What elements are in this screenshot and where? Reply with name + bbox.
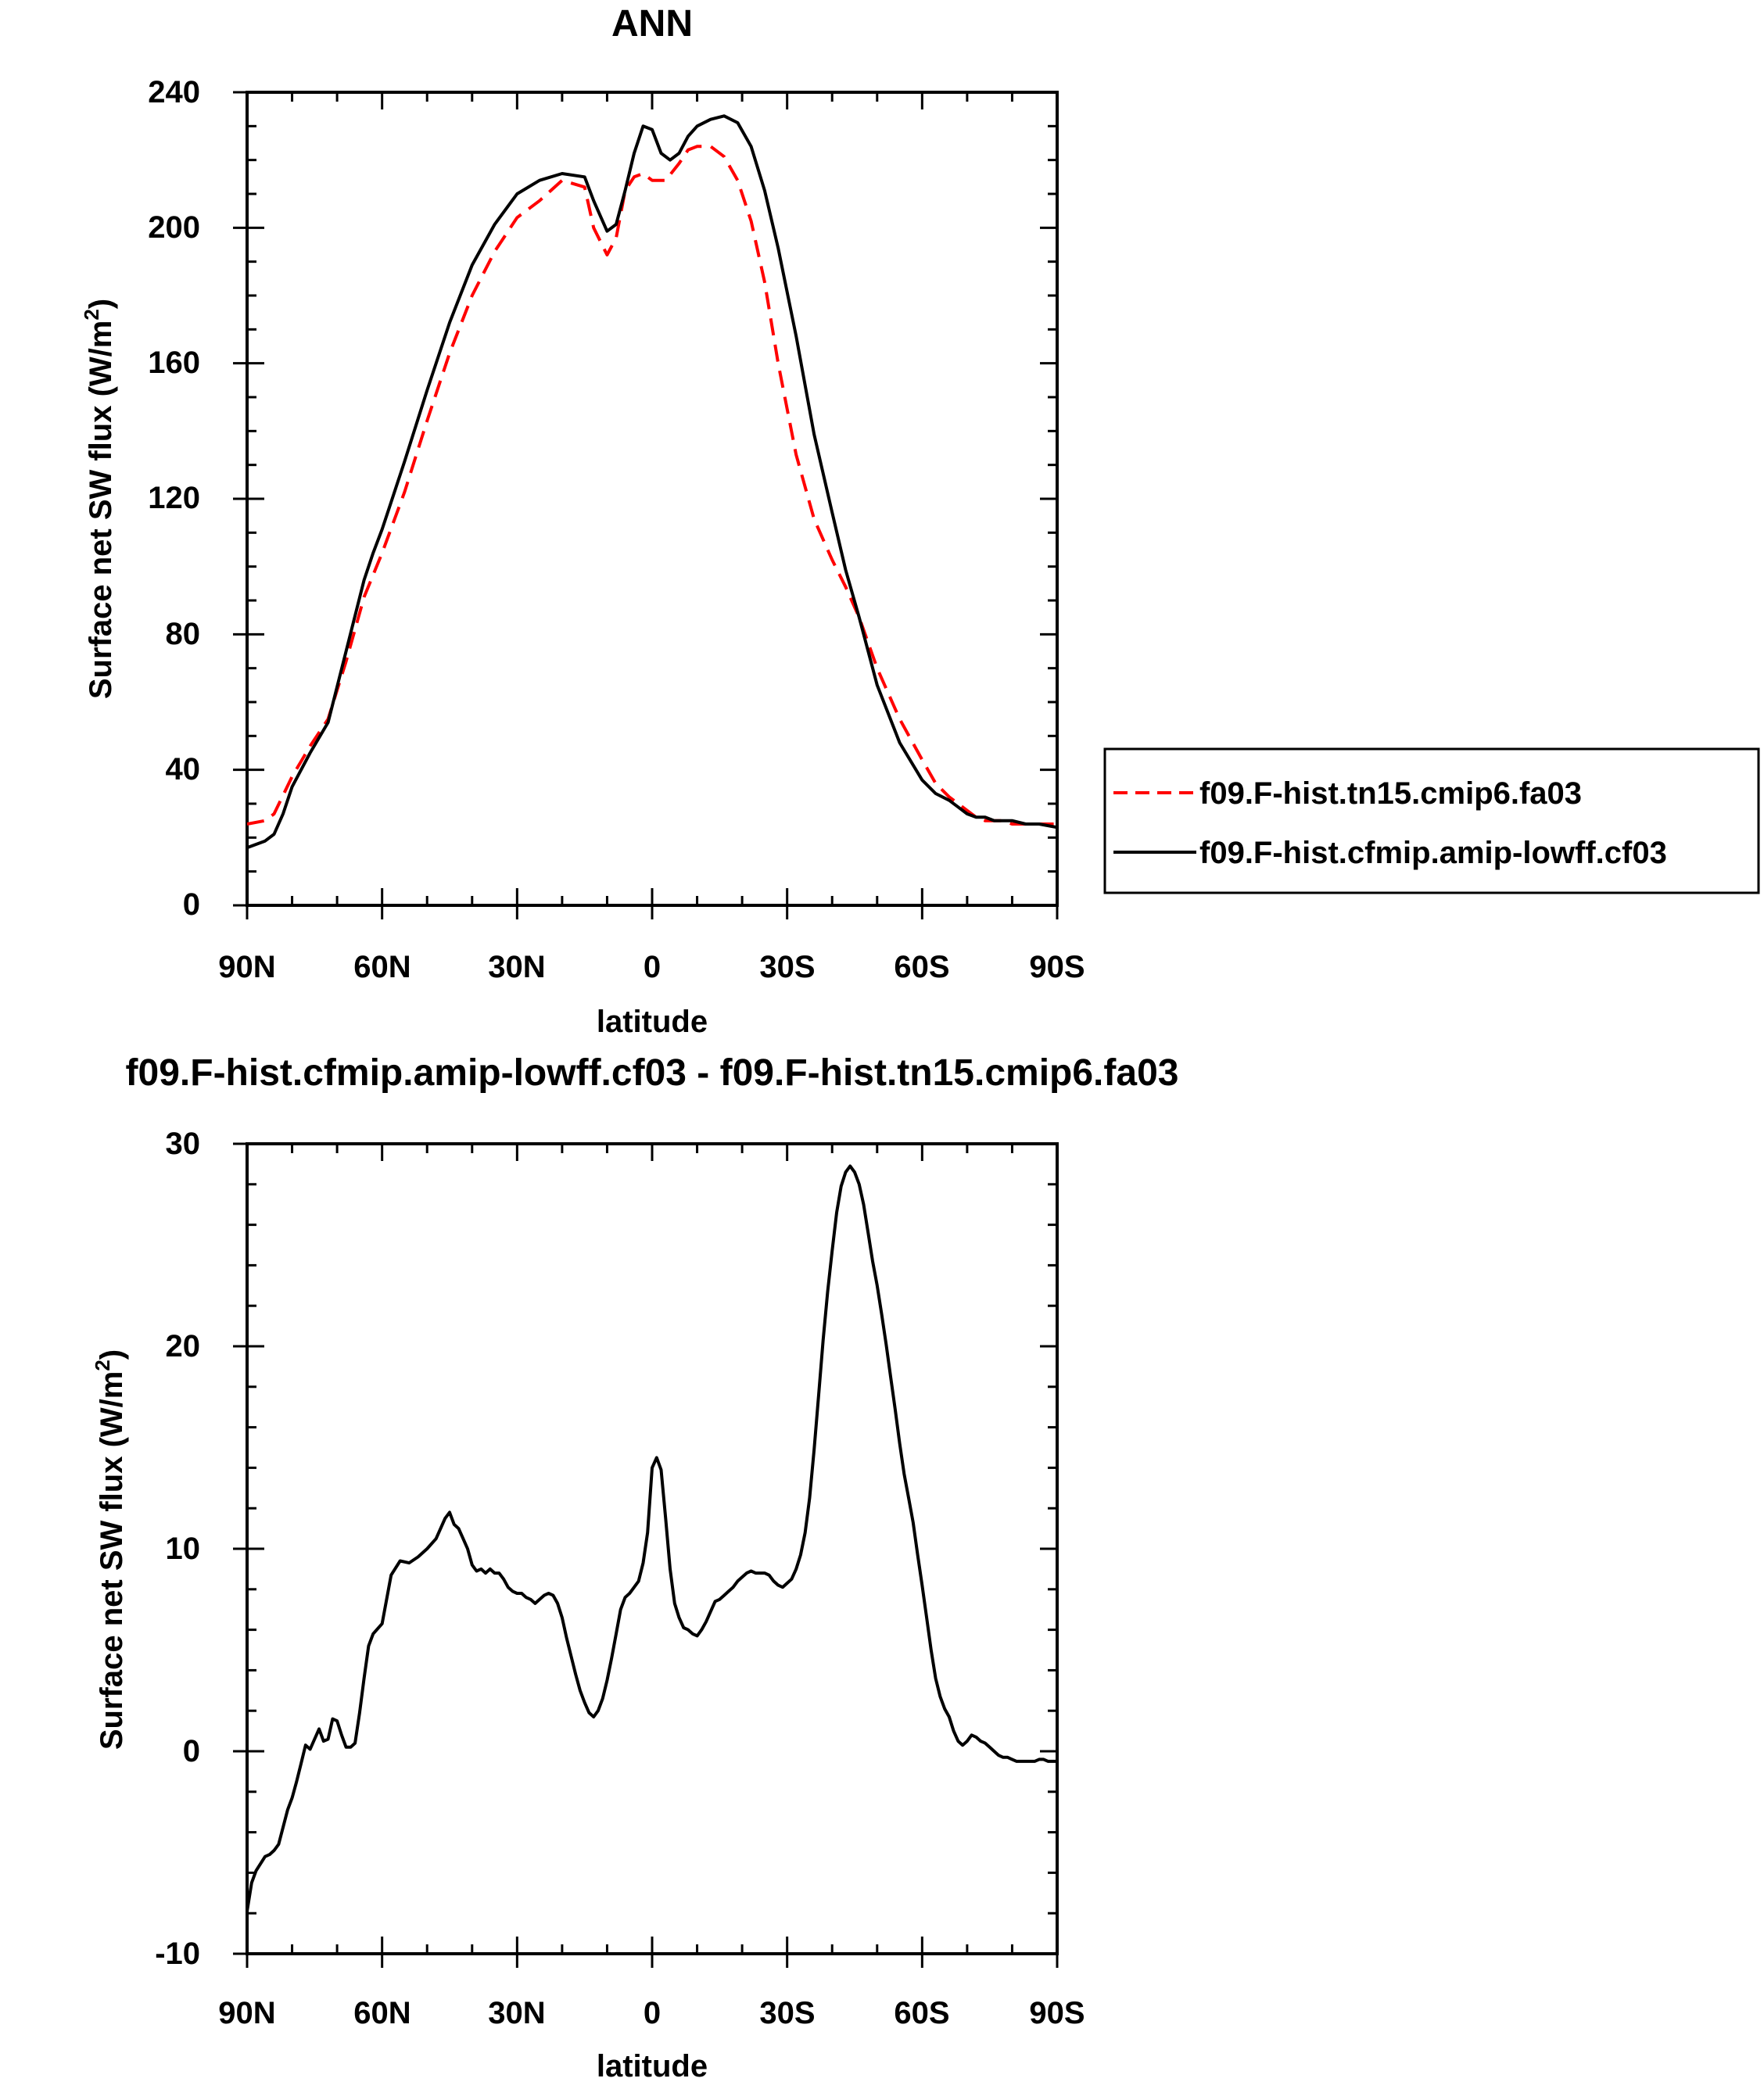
bottom-y-axis-label: Surface net SW flux (W/m2)	[91, 1349, 129, 1750]
top-x-axis-label: latitude	[597, 1005, 708, 1039]
series-line-amip-lowff-cf03	[247, 114, 1057, 850]
bottom-x-tick-label: 30S	[759, 1996, 815, 2030]
top-y-tick-label: 200	[148, 210, 200, 245]
top-x-tick-label: 90S	[1029, 950, 1085, 984]
top-chart-title: ANN	[611, 3, 693, 45]
bottom-panel: f09.F-hist.cfmip.amip-lowff.cf03 - f09.F…	[91, 1052, 1178, 2084]
legend-box	[1103, 747, 1760, 894]
bottom-x-tick-labels: 90N 60N 30N 0 30S 60S 90S	[218, 1996, 1085, 2030]
legend-label-amip-lowff-cf03: f09.F-hist.cfmip.amip-lowff.cf03	[1199, 836, 1667, 870]
series-line-difference	[247, 1164, 1057, 1912]
top-y-tick-label: 0	[183, 887, 200, 922]
top-y-tick-label: 40	[166, 752, 201, 787]
bottom-y-tick-label: 30	[166, 1127, 201, 1161]
legend: f09.F-hist.tn15.cmip6.fa03 f09.F-hist.cf…	[1103, 747, 1760, 894]
top-x-tick-label: 90N	[218, 950, 275, 984]
top-y-axis-label-close: )	[84, 299, 118, 309]
top-ticks	[233, 91, 1059, 919]
top-y-tick-label: 240	[148, 75, 200, 109]
bottom-x-tick-label: 90S	[1029, 1996, 1085, 2030]
top-y-axis-label-main: Surface net SW flux (W/m	[84, 321, 118, 700]
top-y-tick-labels: 0 40 80 120 160 200 240	[148, 75, 200, 922]
legend-label-cmip6-fa03: f09.F-hist.tn15.cmip6.fa03	[1199, 776, 1582, 811]
top-y-tick-label: 80	[166, 617, 201, 651]
top-x-tick-label: 30N	[488, 950, 545, 984]
bottom-y-axis-label-superscript: 2	[91, 1360, 114, 1371]
bottom-plot-frame	[246, 1142, 1059, 1955]
top-y-axis-label: Surface net SW flux (W/m2)	[80, 299, 118, 699]
bottom-ticks	[233, 1142, 1059, 1968]
top-y-tick-label: 160	[148, 346, 200, 380]
bottom-y-tick-label: 0	[183, 1734, 200, 1768]
bottom-y-axis-label-close: )	[95, 1349, 129, 1360]
bottom-y-tick-label: -10	[155, 1937, 200, 1971]
bottom-y-tick-label: 10	[166, 1532, 201, 1566]
bottom-x-axis-label: latitude	[597, 2049, 708, 2084]
bottom-y-tick-label: 20	[166, 1329, 201, 1363]
bottom-chart-title: f09.F-hist.cfmip.amip-lowff.cf03 - f09.F…	[126, 1052, 1179, 1094]
top-x-tick-labels: 90N 60N 30N 0 30S 60S 90S	[218, 950, 1085, 984]
top-x-tick-label: 60N	[353, 950, 411, 984]
bottom-x-tick-label: 60N	[353, 1996, 411, 2030]
bottom-x-tick-label: 60S	[894, 1996, 949, 2030]
bottom-y-axis-label-main: Surface net SW flux (W/m	[95, 1371, 129, 1750]
top-y-axis-label-superscript: 2	[80, 309, 103, 320]
top-x-tick-label: 0	[644, 950, 661, 984]
bottom-y-tick-labels: -10 0 10 20 30	[155, 1127, 200, 1971]
top-y-tick-label: 120	[148, 481, 200, 515]
top-x-tick-label: 60S	[894, 950, 949, 984]
top-panel: ANN 0 40 80 120 160 200 240 90N 60N 30N …	[80, 3, 1760, 1039]
series-line-cmip6-fa03	[247, 145, 1057, 826]
bottom-x-tick-label: 30N	[488, 1996, 545, 2030]
bottom-x-tick-label: 0	[644, 1996, 661, 2030]
bottom-x-tick-label: 90N	[218, 1996, 275, 2030]
top-x-tick-label: 30S	[759, 950, 815, 984]
top-plot-frame	[246, 91, 1059, 907]
